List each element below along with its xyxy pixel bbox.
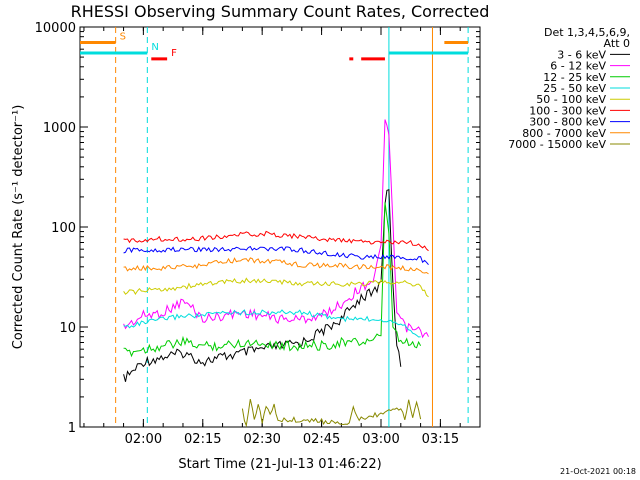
chart-title: RHESSI Observing Summary Count Rates, Co… [71,2,490,21]
x-tick-label: 02:45 [303,432,340,447]
series-line [123,277,429,298]
legend-item-label: 300 - 800 keV [529,116,606,129]
x-tick-label: 02:15 [184,432,221,447]
series-line [123,230,429,252]
y-tick-label: 100 [51,221,76,236]
legend-item-label: 3 - 6 keV [557,48,606,61]
series-line [123,119,429,339]
y-tick-label: 10000 [35,21,76,36]
series-line [123,245,429,266]
x-tick-label: 02:00 [125,432,162,447]
legend-header-line: Det 1,3,4,5,6,9, [544,26,630,39]
y-axis-label: Corrected Count Rate (s⁻¹ detector⁻¹) [11,105,26,350]
plot-area: 1 10 100 1000 10000 02:00 02:15 02:30 02:45 03:00… [35,21,481,447]
legend-item-label: 100 - 300 keV [529,104,606,117]
series-line [241,398,422,428]
y-tick-label: 1000 [43,121,76,136]
flag-label-f: F [171,48,177,59]
series-line [123,309,421,338]
legend-item-label: 6 - 12 keV [550,60,606,73]
y-tick-label: 10 [59,321,76,336]
y-tick-label: 1 [68,421,76,436]
legend-item-label: 800 - 7000 keV [522,127,606,140]
flag-label-n: N [151,42,158,53]
series-line [123,257,429,275]
x-tick-label: 03:15 [422,432,459,447]
x-tick-label: 03:00 [362,432,399,447]
series-line [123,202,422,358]
x-axis-label: Start Time (21-Jul-13 01:46:22) [178,457,381,472]
legend-item-label: 25 - 50 keV [543,82,606,95]
generation-timestamp: 21-Oct-2021 00:18 [560,467,636,476]
x-tick-label: 02:30 [243,432,280,447]
legend-header-line: Att 0 [604,37,630,50]
flag-label-s: S [120,31,126,42]
series-line [123,189,402,382]
legend-item-label: 12 - 25 keV [543,71,606,84]
legend-item-label: 50 - 100 keV [536,93,606,106]
legend-item-label: 7000 - 15000 keV [508,138,606,151]
